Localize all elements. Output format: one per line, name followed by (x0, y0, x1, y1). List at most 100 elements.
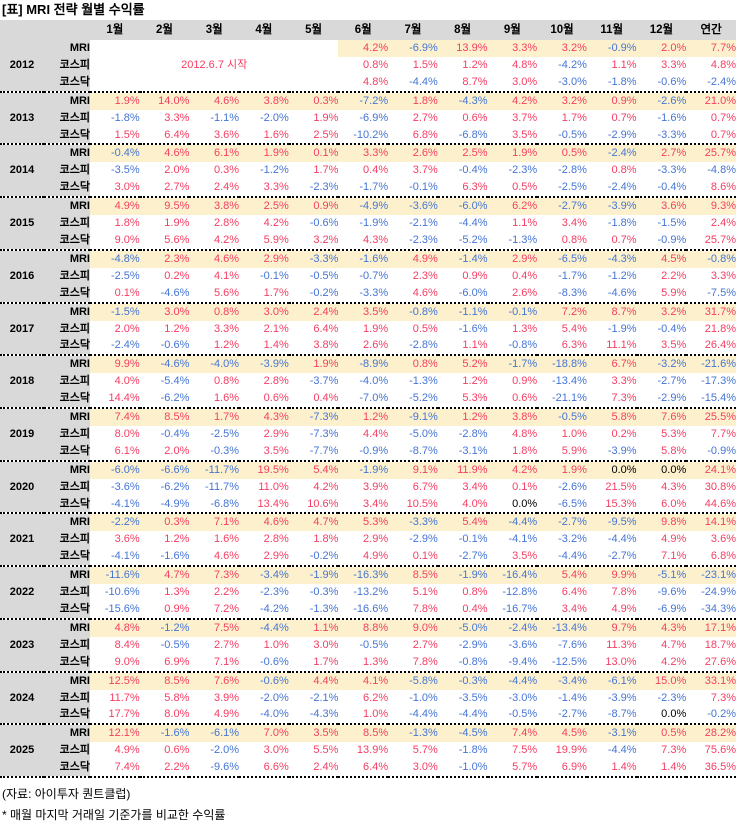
value-cell: 4.6% (189, 91, 240, 110)
value-cell: 8.7% (437, 73, 488, 93)
value-cell: 30.8% (686, 478, 736, 496)
value-cell: -3.1% (437, 442, 488, 462)
value-cell: 3.0% (239, 302, 289, 321)
data-row-2017-코스닥: 코스닥 -2.4% -0.6% 1.2% 1.4% 3.8% 2.6% -2.8% 1.1% -0… (0, 337, 736, 357)
value-cell: 4.9% (338, 548, 389, 568)
value-cell: -1.2% (239, 162, 289, 180)
value-cell: -1.9% (437, 566, 488, 585)
value-cell: 3.8% (487, 408, 538, 426)
value-cell: 18.7% (686, 636, 736, 654)
value-cell: 4.6% (139, 144, 190, 163)
value-cell: -7.3% (288, 408, 339, 426)
value-cell: 6.1% (90, 442, 140, 462)
row-label-코스피: 코스피 (44, 584, 90, 601)
data-row-2012-코스닥: 코스닥 4.8% -4.4% 8.7% 3.0% -3.0% -1.8% -0.6% -2.4% (0, 73, 736, 93)
value-cell: 6.3% (537, 337, 587, 357)
value-cell: -0.6% (636, 73, 687, 93)
value-cell: 2.9% (239, 249, 289, 268)
value-cell: 2.7% (388, 636, 438, 654)
value-cell: -6.6% (139, 460, 190, 479)
value-cell: 4.2% (338, 40, 389, 57)
value-cell: 0.7% (586, 109, 637, 127)
value-cell: -3.3% (338, 284, 389, 304)
value-cell: -1.5% (636, 215, 687, 232)
value-cell: 2.9% (338, 531, 389, 549)
value-cell: -3.9% (586, 689, 637, 707)
value-cell: 8.0% (139, 706, 190, 726)
value-cell: 7.0% (239, 724, 289, 743)
value-cell: 1.2% (139, 531, 190, 549)
value-cell: 0.7% (686, 126, 736, 146)
value-cell: 0.6% (139, 742, 190, 760)
value-cell: 3.0% (239, 742, 289, 760)
data-row-2014-MRI: 2014 MRI -0.4% 4.6% 6.1% 1.9% 0.1% 3.3% 2.6% 2.5%… (0, 144, 736, 199)
value-cell: -1.9% (288, 566, 339, 585)
value-cell: 1.9% (139, 215, 190, 232)
value-cell: -3.5% (437, 689, 488, 707)
value-cell: -0.9% (636, 231, 687, 251)
column-header-9월: 9월 (487, 20, 538, 40)
value-cell: 1.5% (388, 56, 438, 74)
value-cell: -0.9% (686, 442, 736, 462)
value-cell: 4.1% (189, 267, 240, 285)
value-cell: 5.6% (139, 231, 190, 251)
value-cell: 8.5% (388, 566, 438, 585)
value-cell: 0.0% (586, 460, 637, 479)
data-row-2015-코스닥: 코스닥 9.0% 5.6% 4.2% 5.9% 3.2% 4.3% -2.3% -5.2% -1.… (0, 231, 736, 251)
value-cell: -2.4% (686, 73, 736, 93)
value-cell: 4.0% (437, 495, 488, 515)
data-row-2021-MRI: 2021 MRI -2.2% 0.3% 7.1% 4.6% 4.7% 5.3% -3.3% 5.4… (0, 513, 736, 568)
value-cell: 0.6% (239, 390, 289, 410)
row-label-MRI: MRI (44, 302, 90, 321)
value-cell: 8.8% (338, 618, 389, 637)
value-cell: -0.5% (139, 636, 190, 654)
row-label-코스피: 코스피 (44, 478, 90, 496)
value-cell: -1.6% (139, 724, 190, 743)
value-cell: -1.9% (338, 460, 389, 479)
value-cell: -0.4% (636, 179, 687, 199)
value-cell: -1.6% (636, 109, 687, 127)
value-cell: -13.4% (537, 373, 587, 391)
value-cell: 5.1% (388, 584, 438, 601)
value-cell: 1.1% (586, 56, 637, 74)
value-cell: 12.1% (90, 724, 140, 743)
value-cell: 3.7% (388, 162, 438, 180)
value-cell: 6.8% (388, 126, 438, 146)
value-cell: -0.8% (487, 337, 538, 357)
value-cell: 4.8% (338, 73, 389, 93)
row-label-MRI: MRI (44, 144, 90, 163)
value-cell: -4.0% (239, 706, 289, 726)
value-cell: 3.4% (338, 495, 389, 515)
value-cell: 21.5% (586, 478, 637, 496)
value-cell: 15.0% (636, 671, 687, 690)
value-cell: 3.6% (686, 531, 736, 549)
value-cell: -4.6% (139, 355, 190, 374)
value-cell: 4.6% (189, 249, 240, 268)
value-cell: 0.5% (636, 724, 687, 743)
value-cell: -23.1% (686, 566, 736, 585)
value-cell: -2.6% (537, 478, 587, 496)
value-cell: 9.3% (686, 197, 736, 216)
value-cell: 5.3% (636, 425, 687, 443)
value-cell: 1.8% (288, 531, 339, 549)
value-cell: 3.0% (288, 636, 339, 654)
value-cell: -4.6% (139, 284, 190, 304)
value-cell: 1.7% (239, 284, 289, 304)
value-cell: -1.9% (338, 215, 389, 232)
value-cell: 0.4% (487, 267, 538, 285)
year-cell-2020: 2020 (0, 460, 44, 515)
value-cell: -5.0% (388, 425, 438, 443)
value-cell: -4.4% (239, 618, 289, 637)
value-cell: 0.0% (636, 460, 687, 479)
value-cell: -4.4% (586, 742, 637, 760)
value-cell: -1.6% (338, 249, 389, 268)
year-cell-2012: 2012 (0, 40, 44, 93)
value-cell: -3.3% (636, 126, 687, 146)
value-cell: -4.4% (437, 706, 488, 726)
value-cell: 1.2% (189, 337, 240, 357)
value-cell: 0.8% (537, 231, 587, 251)
value-cell: 15.3% (586, 495, 637, 515)
value-cell: -15.4% (686, 390, 736, 410)
row-label-MRI: MRI (44, 513, 90, 532)
value-cell: -4.9% (338, 197, 389, 216)
